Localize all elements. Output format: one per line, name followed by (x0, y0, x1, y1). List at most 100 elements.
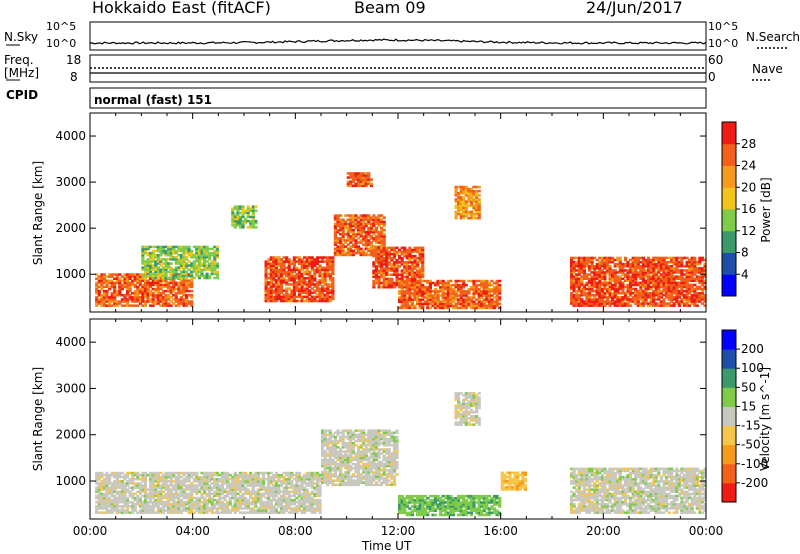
power-cell (698, 279, 702, 282)
power-cell (177, 287, 181, 291)
power-cell (636, 258, 640, 262)
velocity-cell (125, 498, 130, 502)
power-cell (185, 302, 189, 305)
velocity-cell (259, 503, 263, 506)
velocity-cell (233, 488, 237, 491)
power-cell (274, 293, 278, 297)
velocity-cell (220, 500, 225, 504)
power-cell (603, 304, 607, 307)
power-cell (364, 214, 368, 217)
power-cell (662, 279, 666, 282)
power-cell (403, 300, 407, 303)
power-cell (185, 287, 189, 291)
power-cell (469, 192, 474, 195)
power-cell (372, 218, 376, 221)
power-cell (267, 289, 271, 292)
velocity-cell (187, 473, 191, 477)
velocity-cell (113, 484, 117, 487)
velocity-cell (169, 507, 173, 510)
power-cell (390, 259, 394, 262)
power-cell (369, 224, 373, 228)
velocity-cell (192, 503, 196, 506)
power-cell (657, 256, 661, 260)
power-cell (346, 233, 350, 236)
power-cell (618, 262, 622, 266)
power-cell (480, 292, 484, 295)
power-cell (164, 302, 168, 305)
power-cell (169, 274, 173, 278)
power-cell (408, 271, 412, 274)
power-cell (279, 279, 284, 282)
power-cell (428, 306, 432, 310)
power-cell (595, 275, 599, 278)
power-cell (654, 267, 658, 270)
power-cell (279, 260, 284, 263)
power-cell (700, 292, 705, 295)
velocity-cell (208, 492, 212, 496)
velocity-cell (213, 507, 217, 510)
power-cell (652, 262, 656, 266)
power-cell (467, 194, 471, 197)
power-cell (382, 222, 386, 226)
power-cell (464, 202, 468, 205)
power-cell (408, 259, 412, 262)
power-cell (598, 294, 602, 297)
velocity-cell (172, 480, 176, 483)
power-cell (138, 300, 142, 303)
power-cell (264, 279, 268, 282)
velocity-cell (133, 498, 137, 502)
power-cell (616, 292, 620, 295)
velocity-cell (205, 505, 209, 508)
power-cell (208, 256, 212, 259)
power-cell (341, 249, 345, 253)
velocity-cell (120, 492, 124, 496)
velocity-cell (249, 480, 253, 483)
power-cell (108, 275, 112, 278)
power-cell (179, 260, 183, 263)
power-cell (339, 247, 343, 250)
power-cell (272, 272, 276, 276)
power-cell (287, 258, 291, 261)
power-cell (418, 283, 422, 287)
power-cell (110, 275, 114, 278)
velocity-cell (161, 478, 166, 481)
power-cell (305, 299, 309, 303)
power-cell (677, 285, 681, 289)
power-cell (593, 302, 597, 305)
velocity-cell (220, 482, 225, 485)
velocity-cell (113, 503, 117, 506)
velocity-cell (110, 492, 114, 496)
power-cell (385, 246, 389, 250)
power-cell (292, 258, 296, 261)
power-cell (475, 216, 479, 220)
power-cell (595, 285, 599, 289)
power-cell (639, 304, 643, 307)
power-cell (659, 265, 663, 268)
power-cell (698, 277, 702, 280)
power-cell (595, 271, 599, 274)
power-cell (192, 276, 196, 280)
velocity-cell (259, 480, 263, 483)
power-cell (154, 256, 158, 259)
power-cell (654, 277, 658, 280)
power-cell (395, 281, 399, 285)
power-cell (123, 279, 127, 282)
power-cell (269, 270, 273, 274)
power-cell (359, 222, 363, 226)
power-cell (639, 289, 643, 293)
velocity-cell (100, 505, 104, 508)
velocity-cell (218, 494, 222, 498)
power-cell (300, 277, 304, 280)
velocity-cell (233, 492, 237, 496)
power-cell (626, 271, 630, 274)
power-cell (282, 279, 286, 282)
power-cell (421, 267, 425, 270)
power-cell (454, 302, 458, 306)
velocity-cell (218, 480, 222, 483)
power-cell (295, 287, 299, 290)
power-cell (113, 302, 117, 305)
power-cell (408, 283, 412, 287)
power-cell (580, 271, 584, 274)
power-cell (277, 279, 281, 282)
power-cell (405, 300, 409, 303)
